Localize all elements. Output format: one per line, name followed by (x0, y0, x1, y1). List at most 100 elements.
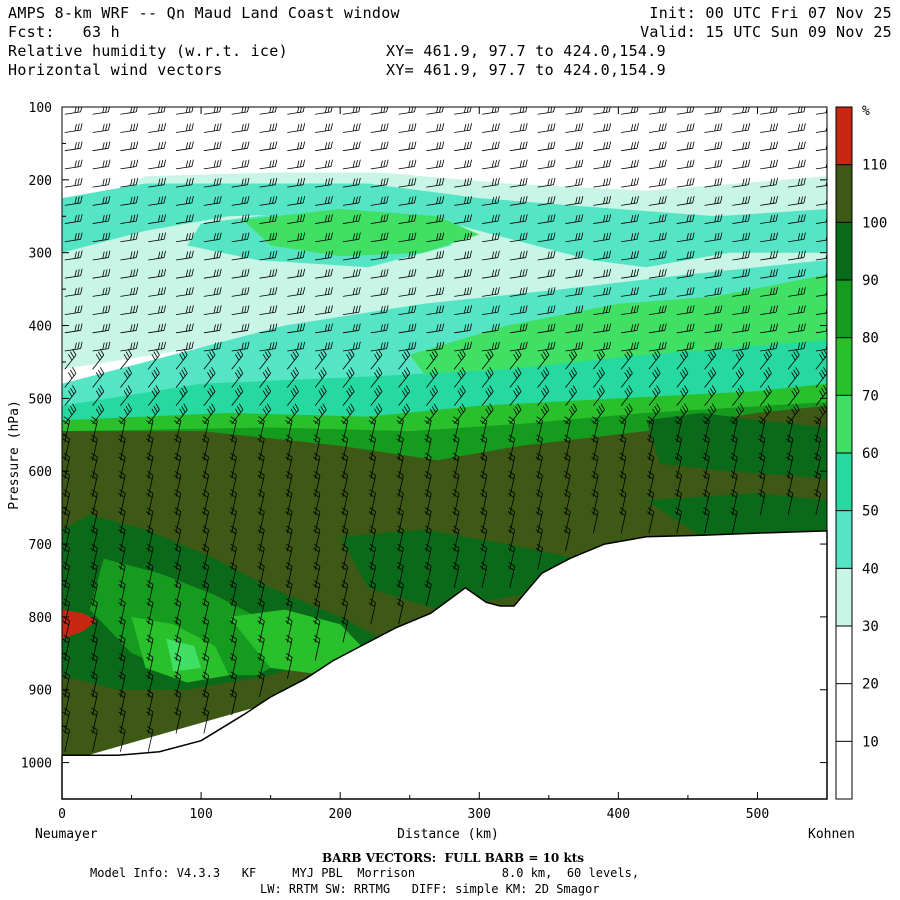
barb-flag (68, 372, 73, 379)
barb-flag (91, 634, 98, 640)
wind-barb (203, 159, 222, 170)
barb-flag (201, 675, 209, 680)
barb-flag (147, 707, 154, 713)
wind-barb (148, 196, 166, 206)
wind-barb (342, 141, 361, 152)
wind-barb (648, 214, 667, 224)
barb-flag (405, 367, 411, 374)
barb-flag (441, 159, 445, 167)
barb-flag (658, 215, 662, 223)
barb-flag (479, 547, 487, 553)
barb-flag (327, 269, 331, 277)
barb-flag (358, 107, 361, 112)
barb-flag (619, 456, 626, 462)
barb-flag (91, 416, 98, 421)
barb-flag (369, 562, 376, 567)
wind-barb (758, 434, 766, 461)
barb-flag (624, 390, 629, 397)
barb-flag (299, 141, 303, 149)
barb-flag (285, 638, 292, 644)
barb-flag (352, 196, 356, 204)
barb-flag (102, 269, 105, 277)
wind-barb (175, 287, 194, 297)
wind-barb (424, 434, 432, 461)
barb-flag (77, 214, 80, 222)
barb-flag (686, 324, 689, 332)
barb-flag (74, 269, 77, 277)
barb-flag (181, 351, 186, 358)
wind-barb (787, 196, 806, 206)
barb-flag (489, 403, 494, 410)
wind-barb (563, 525, 571, 552)
wind-barb (257, 671, 265, 698)
wind-barb (621, 287, 639, 297)
barb-flag (119, 725, 126, 731)
wind-barb (173, 707, 182, 734)
wind-barb (674, 507, 682, 534)
wind-barb (565, 141, 584, 152)
barb-flag (108, 250, 111, 258)
wind-barb (368, 452, 376, 479)
barb-staff (537, 166, 554, 170)
x-tick-label: 400 (607, 807, 630, 822)
barb-flag (702, 438, 709, 444)
wind-barb (815, 367, 827, 388)
barb-flag (707, 372, 713, 379)
barb-flag (358, 232, 361, 240)
barb-staff (787, 129, 804, 133)
wind-barb (424, 580, 432, 607)
wind-barb (481, 214, 500, 224)
barb-flag (191, 341, 194, 349)
wind-barb (203, 367, 216, 388)
barb-flag (174, 689, 182, 695)
wind-barb (398, 196, 417, 206)
wind-barb (398, 159, 417, 170)
barb-flag (568, 408, 574, 416)
wind-barb (173, 634, 182, 661)
barb-flag (185, 324, 189, 332)
wind-barb (813, 416, 822, 443)
barb-flag (63, 707, 70, 713)
barb-flag (272, 141, 275, 149)
barb-flag (264, 387, 270, 395)
wind-barb (535, 434, 543, 461)
barb-flag (153, 369, 158, 377)
barb-flag (619, 511, 626, 516)
barb-flag (340, 438, 348, 444)
barb-flag (91, 653, 98, 658)
wind-barb (593, 232, 612, 243)
barb-flag (720, 250, 723, 258)
barb-flag (466, 123, 470, 131)
barb-flag (258, 489, 265, 494)
wind-barb (231, 250, 250, 261)
barb-flag (772, 123, 776, 131)
wind-barb (120, 348, 132, 370)
barb-flag (77, 305, 80, 313)
barb-flag (90, 438, 97, 444)
barb-flag (269, 233, 272, 241)
wind-barb (285, 634, 293, 661)
barb-flag (636, 177, 639, 185)
barb-flag (605, 232, 609, 240)
barb-flag (358, 268, 361, 276)
wind-barb (257, 452, 265, 479)
barb-flag (441, 196, 445, 204)
barb-flag (563, 456, 570, 462)
barb-flag (829, 288, 831, 295)
wind-barb (426, 268, 445, 279)
barb-flag (775, 232, 778, 240)
barb-flag (397, 416, 404, 421)
barb-flag (160, 178, 164, 186)
wind-barb (509, 341, 528, 352)
barb-flag (578, 323, 581, 331)
barb-flag (368, 456, 375, 462)
barb-flag (494, 196, 497, 204)
barb-flag (439, 269, 442, 277)
barb-flag (324, 342, 328, 350)
barb-flag (580, 305, 584, 313)
barb-flag (313, 580, 321, 585)
barb-flag (285, 456, 292, 462)
barb-flag (324, 306, 328, 314)
barb-flag (258, 543, 265, 549)
barb-flag (244, 141, 247, 149)
